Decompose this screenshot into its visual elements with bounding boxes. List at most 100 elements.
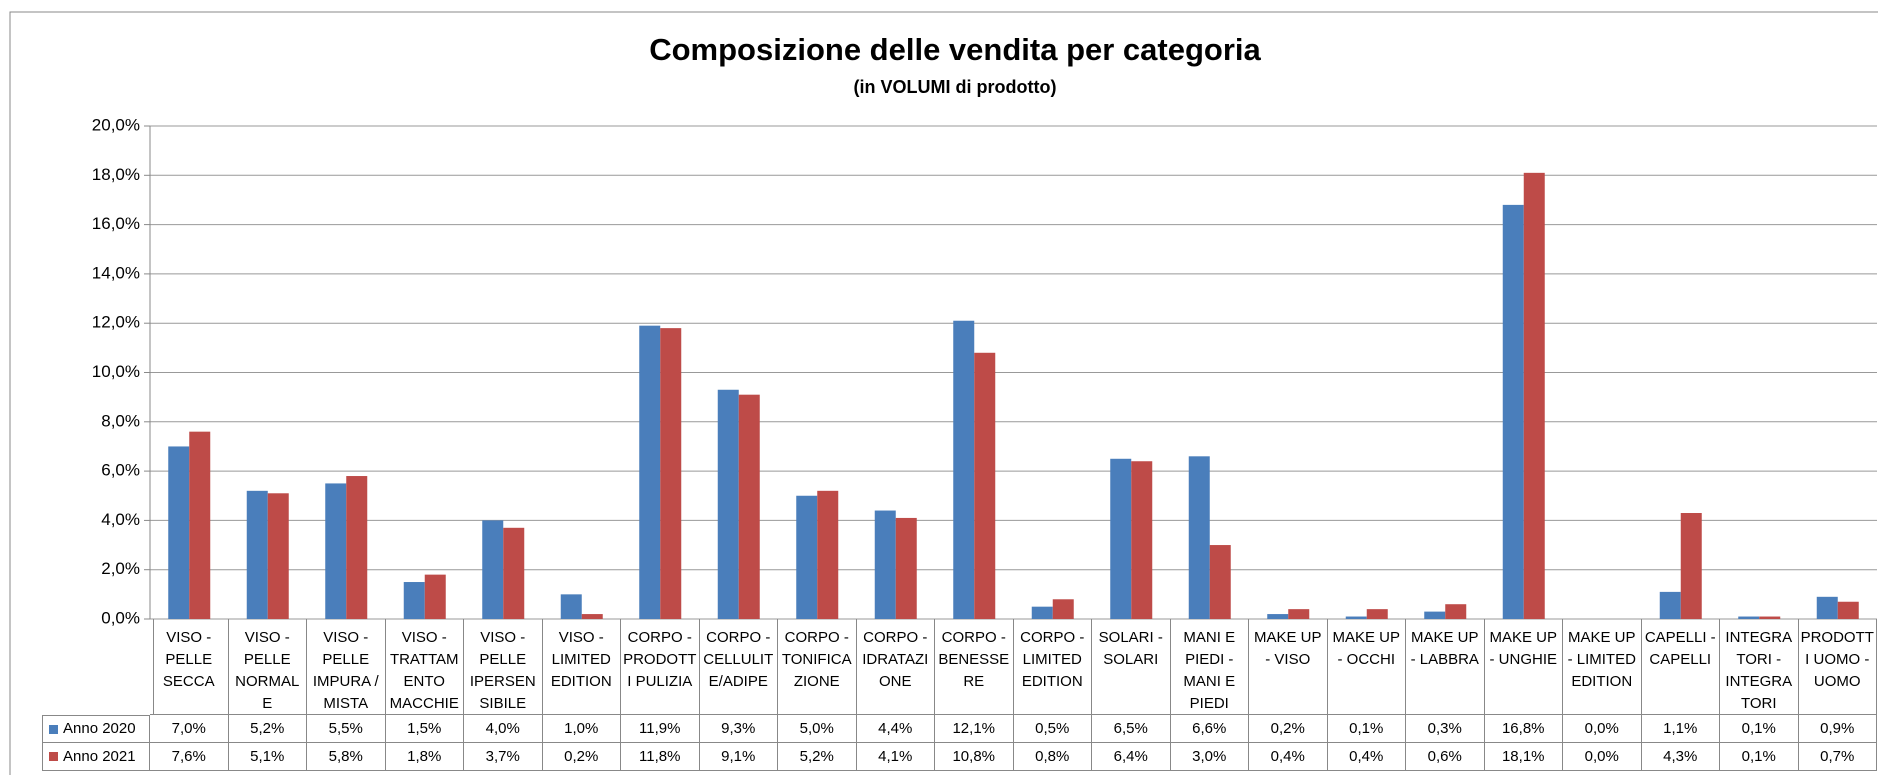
bar xyxy=(1424,611,1446,619)
category-label: CORPO - TONIFICAZIONE xyxy=(778,619,857,715)
legend-entry: Anno 2020 xyxy=(42,715,150,743)
bar xyxy=(581,614,603,619)
category-label: CAPELLI - CAPELLI xyxy=(1641,619,1720,715)
y-tick-label: 10,0% xyxy=(92,362,140,381)
bar xyxy=(1131,461,1153,619)
y-tick-label: 0,0% xyxy=(101,608,140,627)
legend-key xyxy=(49,752,58,761)
bar xyxy=(560,594,582,619)
bar xyxy=(1523,172,1545,619)
table-value: 5,5% xyxy=(307,715,386,743)
category-label: VISO - TRATTAMENTO MACCHIE xyxy=(385,619,464,715)
category-label: VISO - PELLE IMPURA / MISTA xyxy=(307,619,386,715)
bar xyxy=(717,389,739,619)
bar xyxy=(1209,545,1231,619)
table-value: 4,3% xyxy=(1641,743,1720,771)
table-value: 5,2% xyxy=(778,743,857,771)
table-value: 0,0% xyxy=(1563,743,1642,771)
bar xyxy=(1110,458,1132,619)
table-value: 18,1% xyxy=(1484,743,1563,771)
table-value: 9,1% xyxy=(699,743,778,771)
bar xyxy=(1052,599,1074,619)
bar xyxy=(1267,614,1289,619)
bar xyxy=(1031,606,1053,619)
y-tick-label: 20,0% xyxy=(92,115,140,134)
bar xyxy=(403,582,425,619)
category-label: MAKE UP - OCCHI xyxy=(1327,619,1406,715)
category-label: VISO - LIMITED EDITION xyxy=(542,619,621,715)
category-label: MANI E PIEDI - MANI E PIEDI xyxy=(1170,619,1249,715)
table-value: 5,8% xyxy=(307,743,386,771)
category-label: CORPO - IDRATAZIONE xyxy=(856,619,935,715)
category-label: MAKE UP - LIMITED EDITION xyxy=(1563,619,1642,715)
category-label: CORPO - PRODOTTI PULIZIA xyxy=(621,619,700,715)
table-value: 0,6% xyxy=(1406,743,1485,771)
bar xyxy=(874,510,896,619)
table-value: 4,4% xyxy=(856,715,935,743)
table-value: 0,1% xyxy=(1720,743,1799,771)
bar xyxy=(1659,591,1681,619)
bar xyxy=(895,517,917,619)
table-value: 1,0% xyxy=(542,715,621,743)
bar xyxy=(974,352,996,619)
category-label: PRODOTTI UOMO - UOMO xyxy=(1798,619,1877,715)
table-value: 5,2% xyxy=(228,715,307,743)
table-value: 0,2% xyxy=(542,743,621,771)
chart-title: Composizione delle vendita per categoria xyxy=(649,32,1261,67)
y-tick-label: 14,0% xyxy=(92,263,140,282)
table-value: 0,7% xyxy=(1798,743,1877,771)
bar xyxy=(660,328,682,619)
bar xyxy=(267,493,289,619)
table-value: 6,6% xyxy=(1170,715,1249,743)
bar xyxy=(796,495,818,619)
bar xyxy=(1288,609,1310,619)
table-value: 0,1% xyxy=(1720,715,1799,743)
table-value: 0,3% xyxy=(1406,715,1485,743)
category-label: MAKE UP - UNGHIE xyxy=(1484,619,1563,715)
y-tick-label: 18,0% xyxy=(92,165,140,184)
table-value: 4,0% xyxy=(464,715,543,743)
y-tick-label: 12,0% xyxy=(92,313,140,332)
bar xyxy=(1738,616,1760,619)
category-label: VISO - PELLE SECCA xyxy=(150,619,229,715)
bar xyxy=(1188,456,1210,619)
category-label: MAKE UP - VISO xyxy=(1249,619,1328,715)
table-value: 3,0% xyxy=(1170,743,1249,771)
table-value: 10,8% xyxy=(935,743,1014,771)
table-value: 1,8% xyxy=(385,743,464,771)
bar xyxy=(738,394,760,619)
bar xyxy=(189,431,211,619)
chart-frame xyxy=(9,11,1878,775)
table-value: 12,1% xyxy=(935,715,1014,743)
table-value: 1,1% xyxy=(1641,715,1720,743)
table-value: 4,1% xyxy=(856,743,935,771)
bar xyxy=(503,527,525,619)
bar xyxy=(639,325,661,619)
bar xyxy=(817,490,839,619)
y-tick-label: 6,0% xyxy=(101,461,140,480)
bar xyxy=(1502,204,1524,619)
bar xyxy=(1680,513,1702,619)
y-tick-label: 8,0% xyxy=(101,411,140,430)
bar xyxy=(1837,601,1859,619)
table-value: 6,5% xyxy=(1092,715,1171,743)
legend-label: Anno 2020 xyxy=(63,720,136,737)
legend-key xyxy=(49,724,58,734)
chart-subtitle: (in VOLUMI di prodotto) xyxy=(854,77,1057,97)
table-value: 7,0% xyxy=(150,715,229,743)
category-label: MAKE UP - LABBRA xyxy=(1406,619,1485,715)
bar xyxy=(482,520,504,619)
category-label: SOLARI - SOLARI xyxy=(1092,619,1171,715)
bar xyxy=(953,320,975,619)
bar xyxy=(424,574,446,619)
legend-entry: Anno 2021 xyxy=(42,743,150,771)
table-value: 11,9% xyxy=(621,715,700,743)
table-value: 16,8% xyxy=(1484,715,1563,743)
bar xyxy=(246,490,268,619)
category-label: CORPO - BENESSERE xyxy=(935,619,1014,715)
category-label: INTEGRATORI - INTEGRATORI xyxy=(1720,619,1799,715)
table-value: 0,4% xyxy=(1327,743,1406,771)
table-value: 5,1% xyxy=(228,743,307,771)
